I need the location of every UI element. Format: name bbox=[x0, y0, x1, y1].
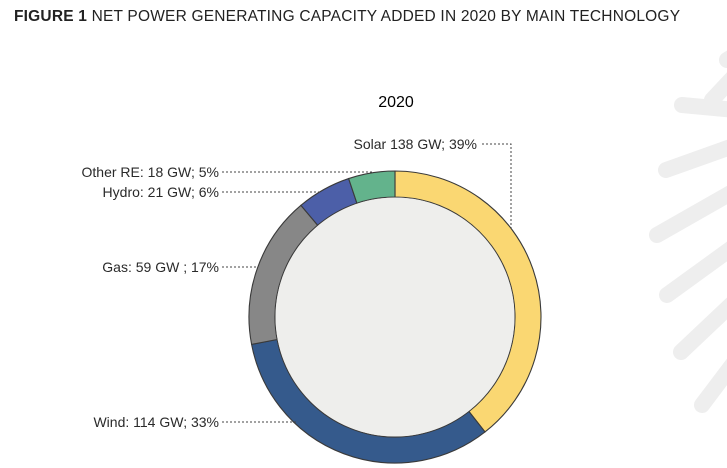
donut-center bbox=[275, 197, 515, 437]
data-label-wind: Wind: 114 GW; 33% bbox=[93, 414, 219, 430]
figure-title-text: NET POWER GENERATING CAPACITY ADDED IN 2… bbox=[91, 8, 681, 25]
data-label-other-re: Other RE: 18 GW; 5% bbox=[82, 164, 219, 180]
decorative-ray bbox=[704, 72, 727, 108]
data-label-hydro: Hydro: 21 GW; 6% bbox=[103, 184, 219, 200]
data-label-gas: Gas: 59 GW ; 17% bbox=[102, 259, 219, 275]
leader-line-solar bbox=[482, 143, 512, 228]
decorative-ray bbox=[658, 139, 727, 178]
figure-title: FIGURE 1 NET POWER GENERATING CAPACITY A… bbox=[14, 8, 680, 26]
decorative-ray bbox=[694, 358, 727, 413]
chart-title: 2020 bbox=[378, 94, 414, 111]
slice-other-re bbox=[347, 170, 396, 204]
figure-number: FIGURE 1 bbox=[14, 8, 88, 25]
data-label-solar: Solar 138 GW; 39% bbox=[354, 136, 477, 152]
decorative-ray bbox=[659, 241, 727, 303]
decorative-ray bbox=[674, 97, 727, 118]
decorative-ray bbox=[649, 185, 727, 243]
